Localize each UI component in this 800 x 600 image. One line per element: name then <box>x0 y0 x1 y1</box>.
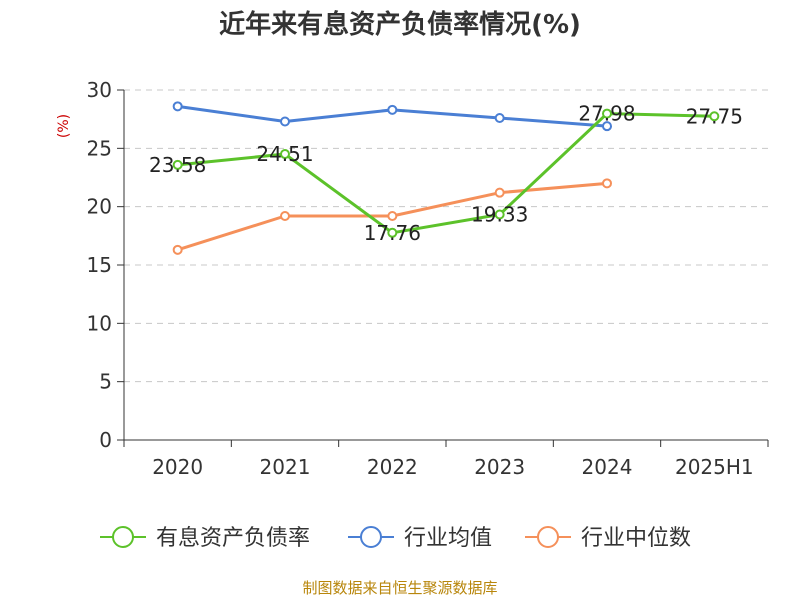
y-tick-label: 0 <box>99 428 112 452</box>
legend-label: 行业中位数 <box>581 526 691 551</box>
data-labels: 23.58 24.51 17.76 19.33 27.98 27.75 <box>149 102 743 245</box>
data-point <box>172 101 183 112</box>
data-point <box>387 227 398 238</box>
x-tick-label: 2021 <box>260 455 311 479</box>
x-tick-label: 2023 <box>474 455 525 479</box>
data-point <box>602 178 612 189</box>
data-point <box>172 159 183 170</box>
data-label: 27.75 <box>686 104 743 128</box>
data-point <box>387 104 398 115</box>
data-point <box>602 108 612 119</box>
legend-marker <box>112 526 134 548</box>
y-tick-label: 30 <box>87 78 112 102</box>
data-point <box>709 111 720 122</box>
legend-label: 行业均值 <box>404 526 492 551</box>
data-label: 27.98 <box>578 102 635 126</box>
y-tick-label: 25 <box>87 136 112 160</box>
data-point <box>280 211 290 221</box>
data-point <box>494 113 505 123</box>
data-point <box>280 116 290 127</box>
x-tick-label: 2024 <box>582 455 633 479</box>
y-axis-title: (%) <box>56 114 72 138</box>
series-line <box>177 112 715 235</box>
y-tick-label: 20 <box>87 195 112 219</box>
y-tick-label: 5 <box>99 370 112 394</box>
data-point <box>602 121 612 132</box>
data-point <box>172 244 183 255</box>
data-label: 19.33 <box>471 202 528 226</box>
legend-marker <box>537 526 559 548</box>
x-tick-label: 2022 <box>367 455 418 479</box>
data-label: 23.58 <box>149 153 206 177</box>
data-point <box>494 187 505 198</box>
chart-title: 近年来有息资产负债率情况(%) <box>219 10 581 40</box>
axes: 0 5 10 15 20 25 30 2020 2021 2022 2023 2024 2025H1 <box>87 78 769 479</box>
series-lines <box>172 101 720 255</box>
x-tick-label: 2020 <box>152 455 203 479</box>
y-tick-label: 10 <box>87 311 112 335</box>
legend-label: 有息资产负债率 <box>156 526 310 551</box>
data-point <box>494 209 505 220</box>
y-tick-label: 15 <box>87 253 112 277</box>
legend: 有息资产负债率 行业均值 行业中位数 <box>100 526 691 551</box>
source-note: 制图数据来自恒生聚源数据库 <box>302 579 498 597</box>
data-label: 17.76 <box>364 221 421 245</box>
data-point <box>280 149 290 160</box>
data-label: 24.51 <box>256 142 313 166</box>
legend-marker <box>360 526 382 548</box>
x-tick-label: 2025H1 <box>675 455 754 479</box>
data-point <box>387 211 398 221</box>
grid-lines <box>124 89 768 383</box>
